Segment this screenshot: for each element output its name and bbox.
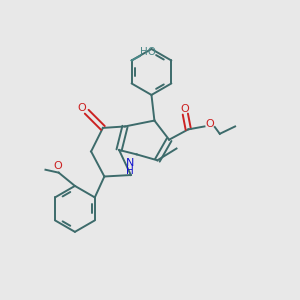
Text: O: O: [206, 119, 214, 129]
Text: N: N: [126, 158, 134, 168]
Text: O: O: [54, 161, 62, 171]
Text: O: O: [77, 103, 86, 113]
Text: HO: HO: [140, 47, 156, 57]
Text: O: O: [180, 104, 189, 114]
Text: H: H: [126, 166, 134, 176]
